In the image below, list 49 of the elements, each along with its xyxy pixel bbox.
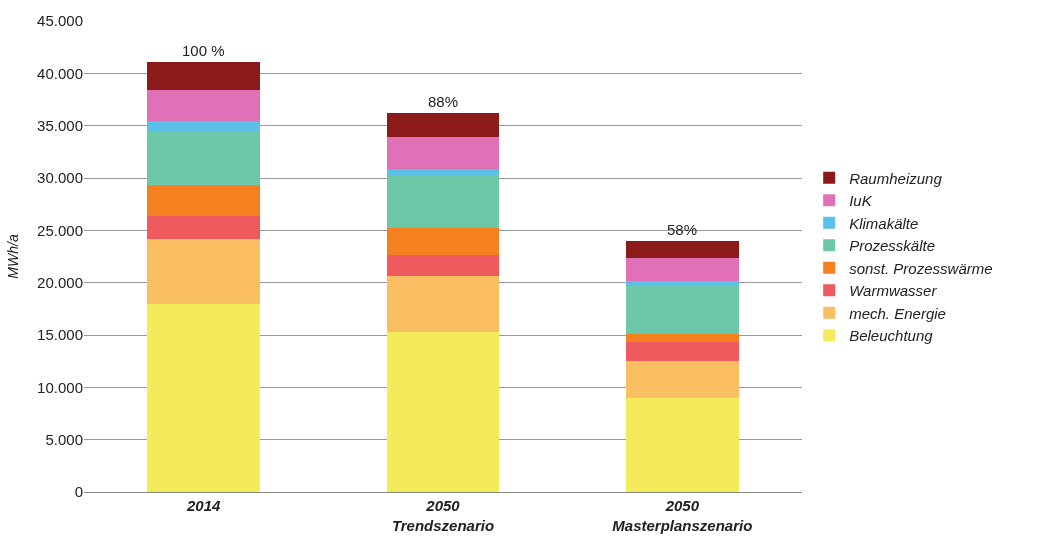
bar (147, 90, 260, 122)
bar (626, 342, 739, 362)
annotation: 88% (428, 93, 459, 110)
bar (147, 215, 260, 239)
bar (626, 397, 739, 492)
y-tick-label: 45.000 (37, 12, 83, 30)
bar (626, 257, 739, 281)
bar (626, 333, 739, 343)
legend-label: Warmwasser (849, 282, 938, 300)
legend-label: mech. Energie (849, 304, 946, 322)
bar (626, 285, 739, 334)
y-axis-title: MWh/a (4, 234, 21, 279)
y-tick-label: 25.000 (37, 221, 83, 239)
bar (626, 240, 739, 258)
bar (386, 174, 500, 229)
bar (386, 255, 500, 277)
bar (147, 121, 260, 132)
x-tick-label: 2014 (185, 497, 222, 514)
legend-label: Beleuchtung (849, 327, 934, 345)
y-tick-label: 15.000 (37, 326, 83, 344)
bar (626, 280, 739, 286)
annotation: 58% (667, 221, 698, 238)
y-tick-label: 10.000 (37, 378, 83, 396)
bar (386, 228, 500, 256)
bar (147, 303, 260, 492)
y-tick-label: 35.000 (37, 116, 83, 134)
bar (386, 113, 500, 138)
y-tick-label: 0 (74, 483, 83, 501)
x-tick-label: 2050 Trendszenario (391, 497, 495, 534)
bar (147, 238, 260, 304)
y-tick-label: 20.000 (37, 273, 83, 291)
legend-label: Prozesskälte (849, 237, 936, 255)
legend-label: IuK (849, 192, 873, 210)
bar (386, 331, 500, 492)
bar (386, 276, 500, 332)
bar (147, 185, 260, 216)
annotation: 100 % (182, 42, 225, 59)
legend-label: sonst. Prozesswärme (849, 259, 993, 277)
bar (386, 137, 500, 169)
bar (147, 61, 260, 91)
bar (626, 361, 739, 398)
x-tick-label: 2050 Masterplanszenario (612, 497, 753, 534)
legend-label: Raumheizung (849, 169, 943, 187)
bar (386, 168, 500, 175)
y-tick-label: 30.000 (37, 169, 83, 187)
y-tick-label: 5.000 (45, 430, 83, 448)
y-tick-label: 40.000 (37, 64, 83, 82)
legend-label: Klimakälte (849, 214, 919, 232)
bar (147, 131, 260, 186)
